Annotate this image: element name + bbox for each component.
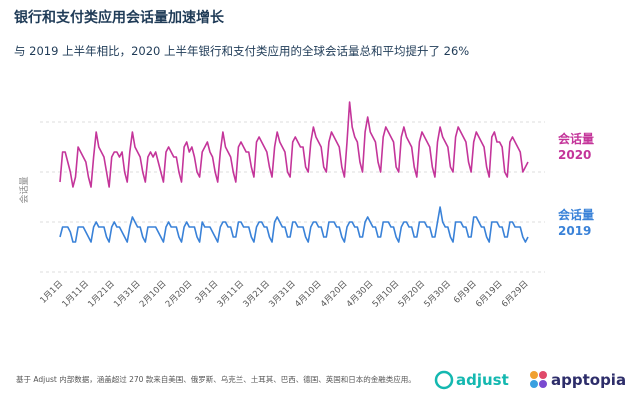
x-tick-label: 1月11日 bbox=[60, 279, 91, 310]
chart-title: 银行和支付类应用会话量加速增长 bbox=[14, 9, 225, 26]
x-tick-label: 6月19日 bbox=[474, 279, 505, 310]
chart-subtitle: 与 2019 上半年相比，2020 上半年银行和支付类应用的全球会话量总和平均提… bbox=[14, 44, 469, 58]
x-tick-label: 5月30日 bbox=[422, 279, 453, 310]
adjust-icon bbox=[434, 370, 454, 390]
x-tick-label: 2月10日 bbox=[138, 279, 169, 310]
logo-adjust: adjust bbox=[456, 371, 509, 389]
y-axis-label: 会话量 bbox=[18, 176, 30, 203]
x-tick-label: 1月21日 bbox=[86, 279, 117, 310]
x-tick-label: 4月20日 bbox=[319, 279, 350, 310]
x-tick-label: 2月20日 bbox=[164, 279, 195, 310]
legend-entry: 会话量 2020 bbox=[558, 131, 595, 162]
x-tick-label: 3月31日 bbox=[267, 279, 298, 310]
series-line bbox=[59, 101, 529, 188]
x-tick-label: 4月10日 bbox=[293, 279, 324, 310]
legend-entry: 会话量 2019 bbox=[558, 208, 595, 238]
x-tick-label: 1月31日 bbox=[112, 279, 143, 310]
x-tick-label: 5月20日 bbox=[397, 279, 428, 310]
x-tick-label: 6月29日 bbox=[500, 279, 531, 310]
x-tick-label: 3月11日 bbox=[216, 279, 247, 310]
logo-apptopia: apptopia bbox=[551, 371, 626, 389]
apptopia-icon bbox=[530, 371, 547, 388]
footnote: 基于 Adjust 内部数据，涵盖超过 270 款来自美国、俄罗斯、乌克兰、土耳… bbox=[16, 374, 416, 384]
x-tick-label: 4月30日 bbox=[345, 279, 376, 310]
x-tick-label: 5月10日 bbox=[371, 279, 402, 310]
x-tick-label: 3月21日 bbox=[241, 279, 272, 310]
series-line bbox=[59, 206, 529, 243]
